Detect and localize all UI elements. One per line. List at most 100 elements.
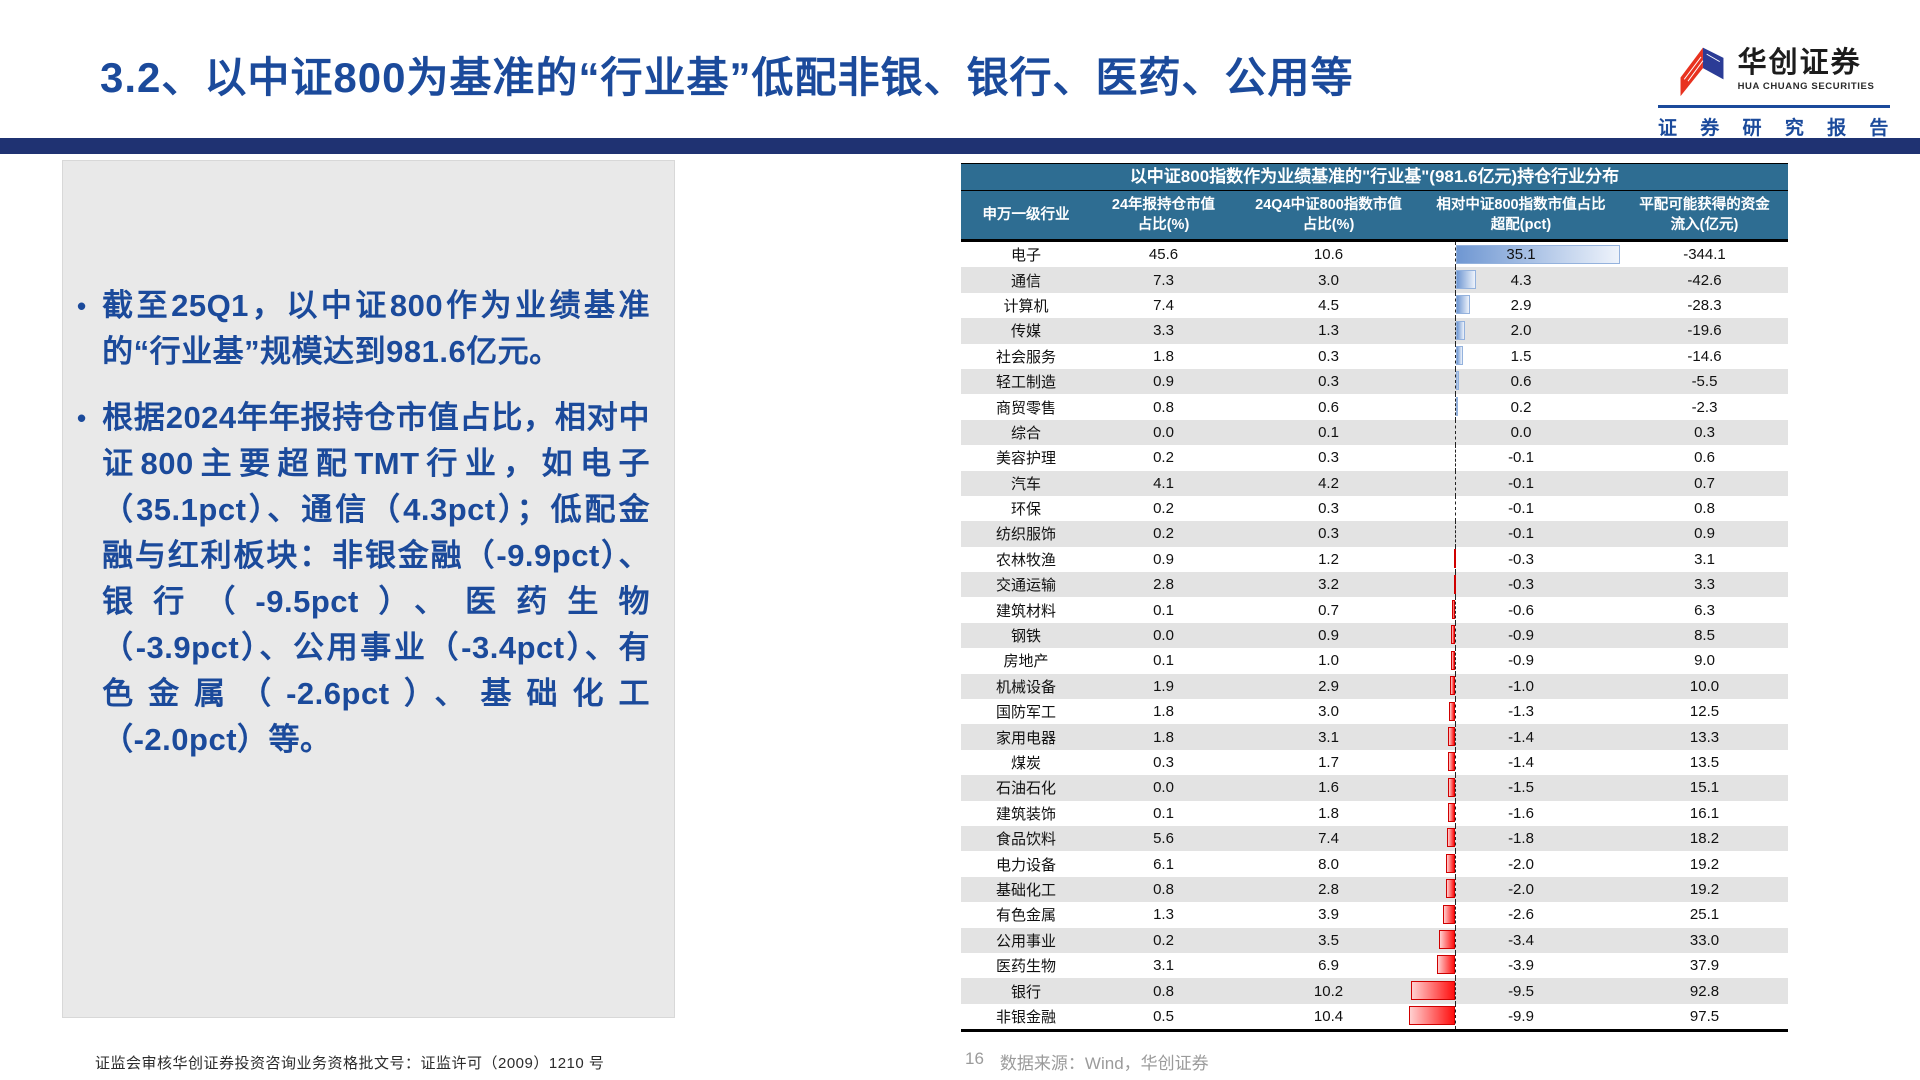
value-cell: 10.4 (1313, 1007, 1344, 1025)
industry-name-cell: 基础化工 (995, 881, 1056, 899)
logo-name-en: HUA CHUANG SECURITIES (1737, 80, 1875, 92)
table-row: 农林牧渔 0.9 1.2 -0.3 3.1 (961, 546, 1788, 573)
value-cell: -3.9 (1421, 952, 1621, 979)
value-cell: 0.6 (1318, 398, 1339, 416)
industry-name-cell: 农林牧渔 (995, 551, 1056, 569)
value-cell: 13.3 (1689, 728, 1720, 746)
value-cell: 7.4 (1318, 830, 1339, 848)
underweight-bar (1450, 676, 1455, 696)
value-cell: 92.8 (1689, 982, 1720, 1000)
value-cell: 0.2 (1153, 931, 1174, 949)
value-cell: 3.0 (1318, 271, 1339, 289)
industry-table-body: 电子 45.6 10.6 35.1 -344.1 通信 7.3 3.0 4.3 -42.6 计算机 7… (961, 240, 1788, 1031)
value-cell: -1.3 (1421, 699, 1621, 725)
table-row: 社会服务 1.8 0.3 1.5 -14.6 (961, 343, 1788, 370)
overweight-value: 0.2 (1510, 398, 1532, 416)
value-cell: 0.2 (1153, 449, 1174, 467)
value-cell: 10.6 (1313, 246, 1344, 264)
overweight-value: -0.1 (1508, 474, 1534, 492)
industry-name-cell: 食品饮料 (995, 831, 1056, 849)
footer-meta: 16 数据来源：Wind，华创证券 (965, 1049, 1209, 1074)
table-row: 轻工制造 0.9 0.3 0.6 -5.5 (961, 368, 1788, 395)
value-cell: 4.3 (1421, 267, 1621, 294)
overweight-value: 1.5 (1510, 347, 1532, 365)
value-cell: 0.6 (1694, 449, 1715, 467)
header-divider-band (0, 138, 1920, 154)
industry-name-cell: 石油石化 (995, 780, 1056, 798)
value-cell: -0.3 (1421, 572, 1621, 598)
value-cell: 3.1 (1153, 957, 1174, 975)
value-cell: -344.1 (1683, 246, 1726, 264)
overweight-value: -1.3 (1508, 703, 1534, 721)
table-row: 公用事业 0.2 3.5 -3.4 33.0 (961, 927, 1788, 954)
overweight-value: -1.0 (1508, 677, 1534, 695)
table-row: 非银金融 0.5 10.4 -9.9 97.5 (961, 1003, 1788, 1031)
value-cell: 0.6 (1421, 368, 1621, 395)
value-cell: 1.2 (1318, 550, 1339, 568)
underweight-bar (1442, 904, 1455, 924)
overweight-value: -3.9 (1508, 957, 1534, 975)
value-cell: 1.8 (1318, 804, 1339, 822)
bullet-item-1: • 截至25Q1，以中证800作为业绩基准的“行业基”规模达到981.6亿元。 (77, 283, 650, 375)
value-cell: 6.1 (1153, 855, 1174, 873)
table-row: 综合 0.0 0.1 0.0 0.3 (961, 419, 1788, 446)
industry-name-cell: 煤炭 (1010, 755, 1041, 772)
table-row: 煤炭 0.3 1.7 -1.4 13.5 (961, 749, 1788, 776)
industry-distribution-table: 以中证800指数作为业绩基准的"行业基"(981.6亿元)持仓行业分布 申万一级… (961, 163, 1788, 1033)
value-cell: 13.5 (1689, 754, 1720, 771)
table-row: 传媒 3.3 1.3 2.0 -19.6 (961, 318, 1788, 344)
value-cell: 0.3 (1318, 373, 1339, 391)
value-cell: 4.1 (1153, 474, 1174, 492)
underweight-bar (1446, 828, 1455, 848)
value-cell: 3.1 (1318, 728, 1339, 746)
value-cell: -5.5 (1691, 373, 1718, 391)
value-cell: 0.7 (1318, 601, 1339, 619)
industry-name-cell: 银行 (1010, 983, 1041, 1001)
value-cell: 0.2 (1421, 394, 1621, 421)
table-row: 美容护理 0.2 0.3 -0.1 0.6 (961, 445, 1788, 471)
value-cell: 0.3 (1318, 525, 1339, 543)
value-cell: 1.8 (1153, 347, 1174, 365)
value-cell: 10.2 (1313, 982, 1344, 1000)
table-row: 家用电器 1.8 3.1 -1.4 13.3 (961, 724, 1788, 751)
industry-name-cell: 有色金属 (995, 907, 1056, 925)
value-cell: 25.1 (1689, 906, 1720, 924)
industry-name-cell: 建筑装饰 (995, 805, 1056, 823)
value-cell: -0.9 (1421, 648, 1621, 675)
underweight-bar (1408, 1006, 1455, 1026)
table-row: 交通运输 2.8 3.2 -0.3 3.3 (961, 572, 1788, 598)
table-row: 国防军工 1.8 3.0 -1.3 12.5 (961, 699, 1788, 725)
value-cell: 19.2 (1689, 855, 1720, 873)
bullet-marker: • (77, 291, 87, 321)
underweight-bar (1453, 549, 1456, 569)
value-cell: 0.9 (1318, 627, 1339, 645)
header-row: 申万一级行业 24年报持仓市值 占比(%) 24Q4中证800指数市值 占比(%) 相对中… (961, 191, 1788, 242)
value-cell: -9.5 (1410, 978, 1621, 1005)
overweight-bar (1456, 371, 1459, 391)
value-cell: -1.6 (1421, 800, 1621, 827)
overweight-value: -0.1 (1508, 525, 1534, 543)
value-cell: 0.1 (1153, 804, 1174, 822)
industry-name-cell: 纺织服饰 (995, 526, 1056, 544)
value-cell: 97.5 (1689, 1007, 1720, 1025)
underweight-bar (1447, 777, 1455, 797)
column-header-3: 相对中证800指数市值占比 超配(pct) (1421, 191, 1621, 242)
value-cell: -2.6 (1421, 902, 1621, 928)
overweight-value: 35.1 (1506, 246, 1536, 264)
value-cell: -0.1 (1421, 495, 1621, 522)
value-cell: -2.0 (1421, 851, 1621, 878)
value-cell: 1.8 (1153, 703, 1174, 721)
column-header-4: 平配可能获得的资金 流入(亿元) (1621, 191, 1788, 242)
logo-names: 华创证券 HUA CHUANG SECURITIES (1737, 48, 1875, 92)
page-number: 16 (965, 1049, 984, 1068)
value-cell: 2.9 (1421, 292, 1621, 319)
value-cell: 3.5 (1318, 931, 1339, 949)
industry-name-cell: 国防军工 (995, 704, 1056, 722)
table-row: 食品饮料 5.6 7.4 -1.8 18.2 (961, 825, 1788, 852)
underweight-bar (1445, 853, 1455, 873)
table-row: 电子 45.6 10.6 35.1 -344.1 (961, 240, 1788, 268)
value-cell: 0.0 (1153, 779, 1174, 797)
value-cell: 1.3 (1153, 906, 1174, 924)
overweight-value: 2.0 (1510, 322, 1532, 340)
overweight-bar (1456, 244, 1620, 264)
